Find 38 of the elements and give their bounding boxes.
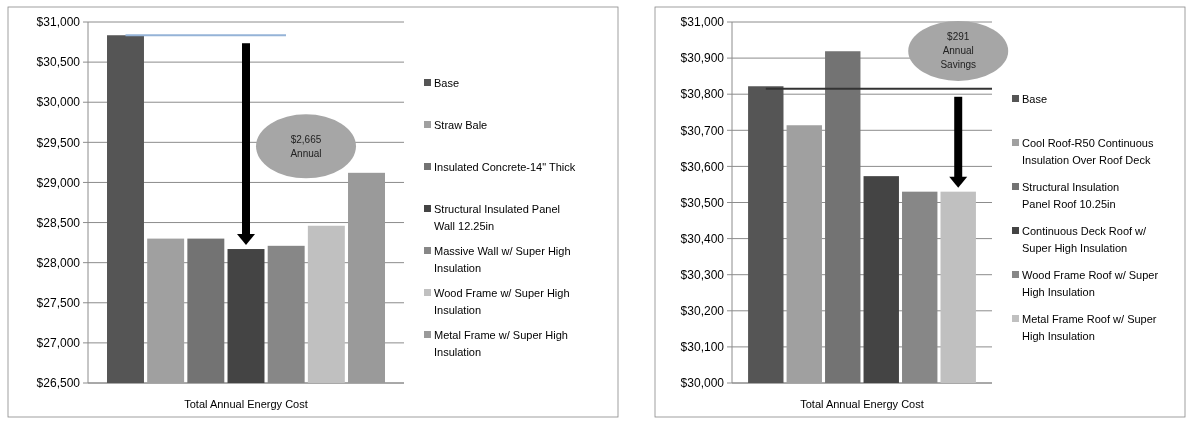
- y-tick-label: $30,300: [680, 267, 725, 282]
- y-tick-label: $28,500: [36, 215, 81, 230]
- legend-label: Structural Insulated Panel Wall 12.25in: [434, 203, 560, 233]
- y-tick-label: $29,500: [36, 135, 81, 150]
- x-tick-label: Total Annual Energy Cost: [184, 398, 308, 410]
- y-tick-label: $30,000: [36, 95, 81, 110]
- legend-label: Wood Frame w/ Super High Insulation: [434, 287, 570, 317]
- y-tick-label: $30,200: [680, 304, 725, 318]
- y-tick-label: $30,500: [36, 55, 81, 70]
- y-tick-label: $30,100: [680, 340, 725, 355]
- legend-label: Massive Wall w/ Super High Insulation: [434, 245, 571, 275]
- legend-label: Metal Frame w/ Super High Insulation: [434, 329, 568, 359]
- legend-label: Cool Roof-R50 Continuous Insulation Over Roof Deck: [1022, 137, 1154, 167]
- y-tick-label: $30,900: [680, 51, 725, 66]
- legend-label: Base: [1022, 93, 1048, 106]
- y-tick-label: $30,700: [680, 123, 725, 138]
- legend-label: Insulated Concrete-14" Thick: [434, 161, 576, 174]
- y-tick-label: $30,600: [680, 159, 725, 174]
- y-tick-label: $27,500: [36, 295, 81, 310]
- legend-label: Base: [434, 77, 460, 90]
- annotation: $2,665 Annual: [290, 133, 322, 159]
- y-tick-label: $27,000: [36, 336, 81, 351]
- y-tick-label: $30,000: [680, 376, 725, 391]
- x-tick-label: Total Annual Energy Cost: [800, 398, 924, 410]
- legend-label: Wood Frame Roof w/ Super High Insulation: [1022, 269, 1159, 299]
- y-tick-label: $31,000: [680, 15, 725, 30]
- y-tick-label: $26,500: [36, 376, 81, 391]
- annotation: $291 Annual Savings: [940, 31, 977, 71]
- legend-label: Straw Bale: [434, 119, 488, 132]
- legend-label: Structural Insulation Panel Roof 10.25in: [1022, 181, 1120, 211]
- y-tick-label: $30,400: [680, 231, 725, 246]
- legend-label: Metal Frame Roof w/ Super High Insulation: [1022, 313, 1157, 343]
- y-tick-label: $31,000: [36, 15, 81, 30]
- y-tick-label: $30,800: [680, 87, 725, 102]
- y-tick-label: $30,500: [680, 195, 725, 210]
- y-tick-label: $28,000: [36, 255, 81, 270]
- legend-label: Continuous Deck Roof w/ Super High Insulation: [1022, 225, 1148, 255]
- y-tick-label: $29,000: [36, 175, 81, 190]
